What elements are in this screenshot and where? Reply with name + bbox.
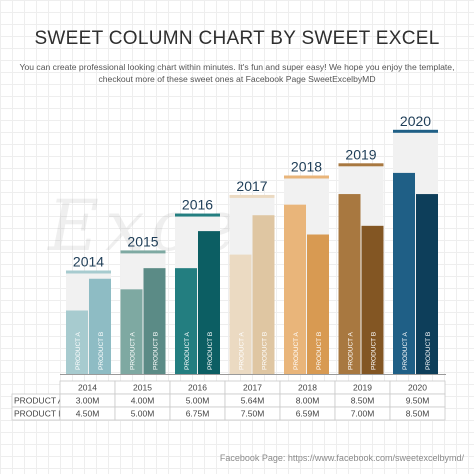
table-row-header: PRODUCT B [14, 409, 64, 419]
bar-product-a [284, 204, 306, 374]
table-value: 6.59M [296, 409, 320, 419]
bar-label-product-b: PRODUCT B [425, 332, 432, 370]
year-label: 2017 [236, 178, 267, 194]
year-cap-bar [338, 163, 384, 167]
bar-label-product-b: PRODUCT B [153, 332, 160, 370]
year-cap-bar [120, 250, 166, 254]
bar-label-product-a: PRODUCT A [75, 332, 82, 370]
table-value: 7.50M [241, 409, 265, 419]
bar-product-b [361, 225, 384, 374]
year-cap-bar [284, 175, 329, 179]
bar-product-b [143, 268, 166, 374]
bar-product-a [175, 268, 197, 374]
year-label: 2019 [345, 146, 376, 162]
year-label: 2018 [291, 158, 322, 174]
table-value: 8.50M [351, 396, 375, 406]
footer-link[interactable]: Facebook Page: https://www.facebook.com/… [219, 453, 464, 463]
table-value: 8.50M [406, 409, 430, 419]
bar-product-a [393, 172, 415, 374]
table-value: 4.00M [131, 396, 155, 406]
bar-label-product-a: PRODUCT A [130, 332, 137, 370]
year-label: 2016 [182, 197, 213, 213]
table-value: 3.00M [76, 396, 100, 406]
bar-label-product-a: PRODUCT A [348, 332, 355, 370]
bar-label-product-b: PRODUCT B [207, 332, 214, 370]
table-value: 4.50M [76, 409, 100, 419]
subtitle-line-1: You can create professional looking char… [19, 62, 455, 72]
table-value: 5.64M [241, 396, 265, 406]
bar-product-b [198, 231, 220, 374]
table-value: 7.00M [351, 409, 375, 419]
table-value: 5.00M [186, 396, 210, 406]
table-column-header: 2018 [298, 383, 317, 393]
bar-product-b [416, 194, 438, 374]
bar-product-a [338, 194, 361, 374]
bar-label-product-b: PRODUCT B [98, 332, 105, 370]
bar-label-product-b: PRODUCT B [316, 332, 323, 370]
year-cap-bar [393, 129, 438, 133]
bar-label-product-b: PRODUCT B [262, 332, 269, 370]
bar-product-a [120, 289, 143, 374]
chart-title: SWEET COLUMN CHART BY SWEET EXCEL [34, 28, 440, 49]
bar-label-product-a: PRODUCT A [184, 332, 191, 370]
bar-product-b [89, 278, 111, 374]
subtitle-line-2: checkout more of these sweet ones at Fac… [98, 74, 376, 84]
table-column-header: 2016 [188, 383, 207, 393]
table-column-header: 2019 [353, 383, 372, 393]
bar-product-b [307, 234, 329, 374]
year-cap-bar [175, 213, 220, 217]
table-value: 6.75M [186, 409, 210, 419]
table-value: 9.50M [406, 396, 430, 406]
bar-label-product-a: PRODUCT A [239, 332, 246, 370]
table-column-header: 2017 [243, 383, 262, 393]
bar-label-product-a: PRODUCT A [402, 332, 409, 370]
bar-label-product-a: PRODUCT A [293, 332, 300, 370]
year-cap-bar [66, 270, 111, 274]
bar-label-product-b: PRODUCT B [371, 332, 378, 370]
table-value: 8.00M [296, 396, 320, 406]
table-column-header: 2020 [408, 383, 427, 393]
table-column-header: 2014 [78, 383, 97, 393]
bar-product-a [66, 310, 88, 374]
table-value: 5.00M [131, 409, 155, 419]
bar-product-b [252, 215, 275, 374]
bar-product-a [229, 254, 252, 374]
year-label: 2020 [400, 113, 431, 129]
table-cell [389, 406, 446, 421]
year-label: 2014 [73, 254, 104, 270]
table-column-header: 2015 [133, 383, 152, 393]
year-cap-bar [229, 194, 275, 198]
year-label: 2015 [127, 233, 158, 249]
chart-subtitle: You can create professional looking char… [10, 61, 464, 85]
table-row-header: PRODUCT A [14, 396, 64, 406]
